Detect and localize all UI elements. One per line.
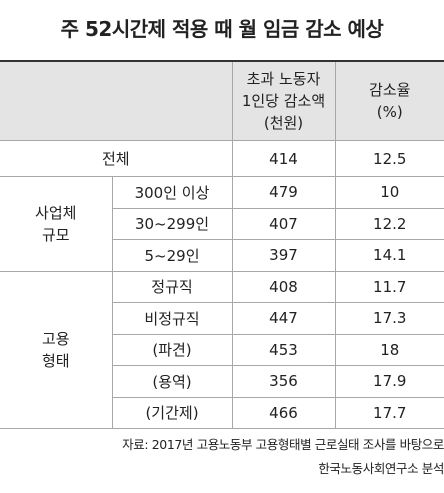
header-line: (%) (376, 103, 403, 121)
total-row: 전체 414 12.5 (0, 140, 444, 177)
table-body: 초과 노동자 1인당 감소액 (천원) 감소율 (%) 전체 414 12.5 사업체… (0, 60, 444, 429)
amount-cell: 397 (231, 239, 336, 272)
header-line: 1인당 감소액 (241, 92, 326, 110)
row-label: 전체 (0, 140, 233, 177)
amount-cell: 466 (231, 396, 336, 429)
row-label: (파견) (112, 333, 233, 366)
rate-cell: 12.2 (334, 207, 444, 240)
rate-cell: 17.7 (334, 396, 444, 429)
amount-cell: 356 (231, 365, 336, 398)
amount-cell: 414 (231, 140, 336, 177)
rate-cell: 10 (334, 176, 444, 209)
header-line: 감소율 (369, 81, 411, 99)
amount-cell: 479 (231, 176, 336, 209)
rate-cell: 14.1 (334, 239, 444, 272)
rate-cell: 17.9 (334, 365, 444, 398)
source-line: 자료: 2017년 고용노동부 고용형태별 근로실태 조사를 바탕으로 (122, 437, 444, 452)
table-row: 고용 형태 정규직 408 11.7 (0, 270, 444, 429)
header-line: 초과 노동자 (246, 70, 321, 88)
row-label: (기간제) (112, 396, 233, 429)
table-row: (기간제) 466 17.7 (0, 396, 444, 429)
table-row: 30~299인 407 12.2 (0, 207, 444, 240)
amount-cell: 408 (231, 270, 336, 303)
row-label: 비정규직 (112, 302, 233, 335)
row-label: (용역) (112, 365, 233, 398)
row-label: 30~299인 (112, 207, 233, 240)
table-row: 사업체 규모 300인 이상 479 10 (0, 176, 444, 272)
row-label: 5~29인 (112, 239, 233, 272)
source-line: 한국노동사회연구소 분석 (318, 461, 444, 476)
table: 초과 노동자 1인당 감소액 (천원) 감소율 (%) 전체 414 12.5 사업체… (0, 60, 444, 429)
table-row: 5~29인 397 14.1 (0, 239, 444, 272)
group-label-line: 규모 (41, 225, 70, 244)
row-label: 300인 이상 (111, 176, 233, 209)
header-cell: 초과 노동자 1인당 감소액 (천원) (231, 60, 336, 141)
header-cell (0, 60, 233, 141)
group-label-line: 사업체 (35, 203, 77, 222)
table-row: (파견) 453 18 (0, 333, 444, 366)
group-label-line: 고용 (41, 329, 70, 348)
group-label-line: 형태 (41, 351, 70, 370)
rate-cell: 12.5 (334, 140, 444, 177)
header-row: 초과 노동자 1인당 감소액 (천원) 감소율 (%) (0, 60, 444, 141)
rate-cell: 18 (334, 333, 444, 366)
rate-cell: 11.7 (334, 270, 444, 303)
header-line: (천원) (263, 114, 304, 132)
header-cell: 감소율 (%) (334, 60, 444, 141)
row-label: 정규직 (111, 270, 233, 303)
amount-cell: 453 (231, 333, 336, 366)
rate-cell: 17.3 (334, 302, 444, 335)
title: 주 52시간제 적용 때 월 임금 감소 예상 (60, 17, 384, 41)
amount-cell: 407 (231, 207, 336, 240)
amount-cell: 447 (231, 302, 336, 335)
